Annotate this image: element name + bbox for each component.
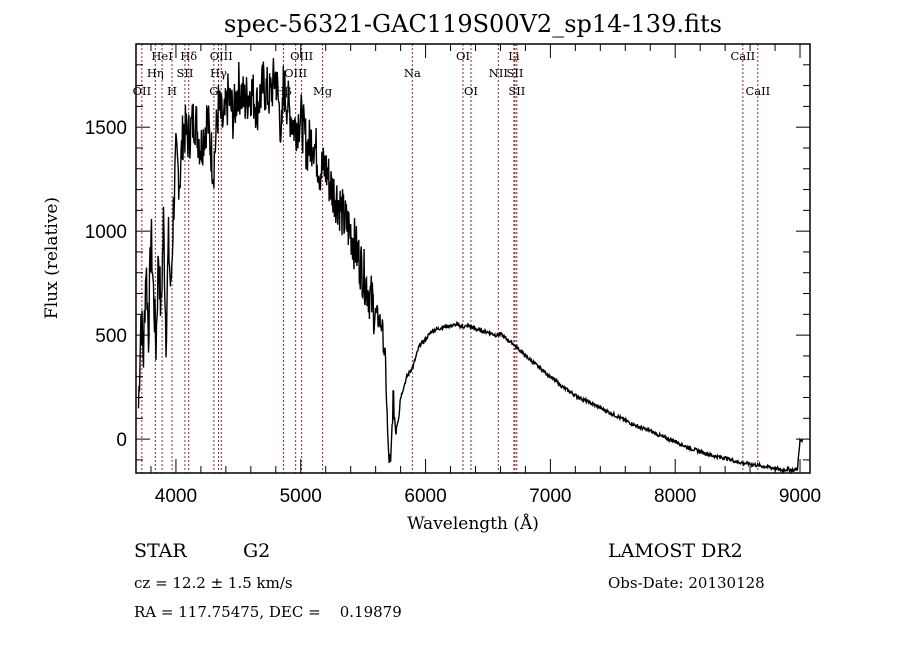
spectrum-series-line <box>137 58 804 475</box>
x-tick-label: 9000 <box>779 486 821 507</box>
spectral-line-label: OII <box>133 84 152 98</box>
spectral-line-label: H <box>167 84 177 98</box>
spectral-line-label: CaII <box>730 49 755 63</box>
x-tick-label: 6000 <box>404 486 446 507</box>
spectral-line-label: G <box>209 84 218 98</box>
spectral-line-label: Na <box>404 66 421 80</box>
y-axis-label: Flux (relative) <box>42 197 62 319</box>
spectral-line-label: OIII <box>284 66 307 80</box>
spectral-line-label: HeI <box>151 49 172 63</box>
y-tick-label: 1500 <box>85 118 127 139</box>
redshift-text: cz = 12.2 ± 1.5 km/s <box>134 574 293 592</box>
spectral-line-label: Hδ <box>180 49 197 63</box>
y-tick-label: 0 <box>116 430 127 451</box>
spectral-line-label: SII <box>508 84 525 98</box>
object-subclass: G2 <box>243 540 271 562</box>
spectral-line-label: Mg <box>313 84 333 98</box>
x-tick-labels: 4000 5000 6000 7000 8000 9000 <box>155 486 821 507</box>
chart-title: spec-56321-GAC119S00V2_sp14-139.fits <box>224 10 722 38</box>
spectral-line-label: Li <box>508 49 520 63</box>
spectral-line-label: NII <box>489 66 508 80</box>
x-tick-label: 7000 <box>529 486 571 507</box>
spectral-line-label: CaII <box>745 84 770 98</box>
y-tick-label: 1000 <box>85 222 127 243</box>
spectral-line-label: Hη <box>147 66 164 80</box>
x-tick-label: 8000 <box>654 486 696 507</box>
spectral-line-label: OIII <box>210 49 233 63</box>
spectral-line-label: OI <box>464 84 478 98</box>
x-axis-label: Wavelength (Å) <box>407 513 539 534</box>
plot-frame <box>135 43 811 474</box>
spectral-line-markers <box>141 44 759 473</box>
y-tick-labels: 0 500 1000 1500 <box>85 118 127 451</box>
spectral-line-label: OIII <box>290 49 313 63</box>
coordinates-text: RA = 117.75475, DEC = 0.19879 <box>134 603 402 621</box>
y-tick-label: 500 <box>95 326 127 347</box>
observation-date: Obs-Date: 20130128 <box>608 574 765 592</box>
spectral-line-label: SII <box>506 66 523 80</box>
spectral-line-label: OI <box>456 49 470 63</box>
object-class: STAR <box>134 540 187 562</box>
x-tick-label: 4000 <box>155 486 197 507</box>
spectral-line-label: Hγ <box>210 66 227 80</box>
survey-name: LAMOST DR2 <box>608 540 743 562</box>
axis-ticks <box>136 43 810 473</box>
x-tick-label: 5000 <box>280 486 322 507</box>
spectral-line-label: SII <box>176 66 193 80</box>
